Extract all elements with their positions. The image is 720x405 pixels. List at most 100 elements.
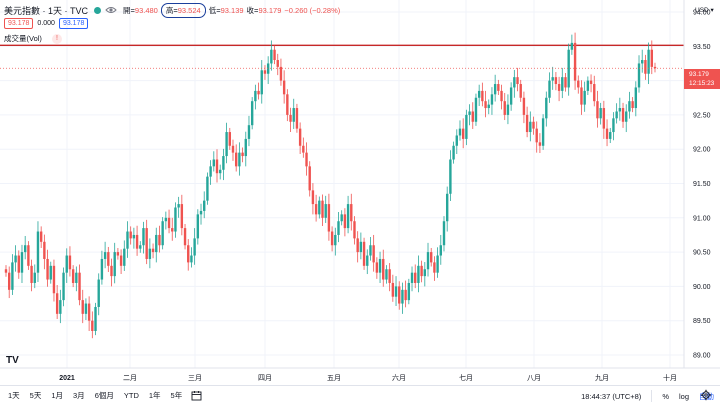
gear-icon[interactable] (700, 389, 712, 401)
price-axis[interactable]: 94.0093.5093.0092.5092.0091.5091.0090.50… (683, 0, 715, 368)
candle-body (43, 241, 46, 259)
volume-label[interactable]: 成交量(Vol) (4, 34, 42, 43)
range-ytd-button[interactable]: YTD (123, 391, 139, 400)
quote-boxes: 93.178 0.000 93.178 (4, 17, 89, 29)
volume-legend: 成交量(Vol) ! (4, 33, 62, 44)
price-tick-label: 90.50 (693, 250, 711, 257)
candle-body (158, 234, 161, 246)
warning-icon[interactable]: ! (51, 33, 62, 44)
candle-body (266, 63, 270, 74)
candle-body (327, 204, 331, 232)
candle-body (231, 145, 235, 153)
range-1y-button[interactable]: 1年 (148, 391, 161, 400)
candle-body (577, 80, 580, 88)
candle-body (308, 166, 311, 191)
candle-body (631, 101, 634, 109)
range-1d-button[interactable]: 1天 (8, 391, 20, 400)
candle-body (340, 214, 343, 222)
candle-body (49, 265, 52, 280)
time-axis[interactable]: 2021 二月 三月 四月 五月 六月 七月 八月 九月 十月 (0, 367, 720, 382)
candle-body (228, 132, 231, 146)
eye-icon[interactable] (105, 5, 117, 15)
candle-body (417, 265, 420, 283)
candle-body (586, 80, 590, 91)
candle-body (55, 293, 59, 314)
candle-body (385, 269, 388, 280)
candle-body (302, 145, 305, 153)
tradingview-logo[interactable]: TV (6, 355, 19, 366)
percent-toggle[interactable]: % (662, 391, 669, 401)
candle-body (65, 255, 68, 273)
candle-body (516, 77, 519, 85)
candle-body (126, 231, 129, 249)
candle-body (39, 231, 43, 242)
candle-body (621, 108, 625, 122)
time-tick-label: 八月 (527, 374, 541, 382)
candle-body (449, 159, 452, 194)
price-tick-label: 90.00 (693, 284, 711, 291)
symbol-title[interactable]: 美元指數 · 1天 · TVC (4, 5, 89, 16)
candle-body (314, 204, 318, 215)
price-tick-label: 94.00 (693, 10, 711, 17)
time-tick-label: 四月 (258, 374, 272, 382)
candle-body (167, 217, 171, 229)
candle-body (279, 66, 283, 81)
candle-body (113, 252, 116, 277)
close-value: 收=93.179 (246, 5, 282, 15)
price-tick-label: 93.50 (693, 44, 711, 51)
candle-body (605, 128, 609, 139)
candle-body (350, 204, 353, 222)
candle-body (484, 101, 487, 109)
candle-body (519, 84, 522, 98)
price-tick-label: 89.50 (693, 318, 711, 325)
candle-body (52, 265, 56, 294)
candle-body (244, 138, 247, 157)
candle-body (407, 282, 411, 301)
candle-body (151, 248, 155, 253)
candle-body (378, 258, 382, 273)
last-price-tag: 93.179 12:15:23 (684, 69, 720, 89)
candle-body (375, 262, 379, 273)
candle-body (116, 252, 120, 256)
candle-body (433, 262, 436, 273)
candle-body (593, 84, 596, 102)
range-3m-button[interactable]: 3月 (73, 391, 85, 400)
range-5d-button[interactable]: 5天 (29, 391, 42, 400)
range-5y-button[interactable]: 5年 (170, 391, 183, 400)
candle-body (343, 214, 347, 229)
candle-body (618, 108, 622, 112)
candle-body (465, 114, 468, 139)
candle-body (490, 94, 494, 105)
candle-body (391, 282, 395, 297)
currency-label[interactable]: USD ▾ (695, 7, 715, 14)
clock-timezone[interactable]: 18:44:37 (UTC+8) (581, 391, 642, 401)
range-1m-button[interactable]: 1月 (51, 391, 64, 400)
candle-body (353, 221, 356, 239)
candle-body (609, 132, 612, 139)
candle-body (506, 104, 510, 115)
candle-body (561, 77, 564, 91)
time-tick-label: 六月 (392, 373, 406, 382)
candle-body (420, 265, 423, 277)
candle-body (330, 231, 334, 246)
range-6m-button[interactable]: 6個月 (94, 391, 114, 400)
candle-body (241, 152, 244, 157)
candle-body (493, 84, 497, 95)
candle-body (369, 245, 372, 256)
ask-price[interactable]: 93.178 (58, 17, 89, 29)
candle-body (225, 132, 228, 157)
candle-body (398, 286, 401, 304)
calendar-icon[interactable] (191, 390, 202, 401)
candle-body (135, 234, 139, 249)
candle-body (311, 190, 315, 205)
candle-body (20, 252, 24, 273)
candle-body (455, 135, 458, 146)
candle-body (471, 111, 474, 122)
bid-price[interactable]: 93.178 (4, 17, 34, 29)
log-toggle[interactable]: log (678, 391, 689, 401)
candle-body (30, 265, 33, 283)
candle-body (426, 252, 430, 270)
candle-body (139, 245, 142, 249)
